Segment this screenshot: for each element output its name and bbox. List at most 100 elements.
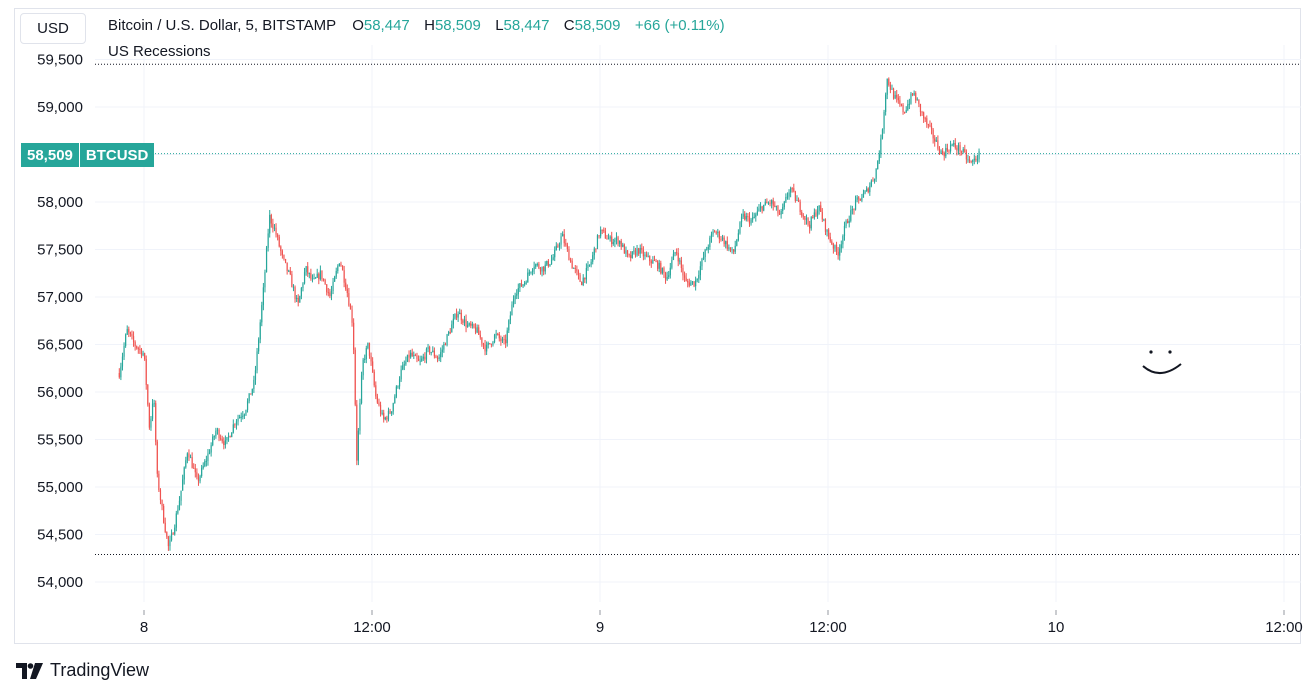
candle-body [194, 468, 196, 473]
candle-body [208, 452, 211, 454]
candle-body [546, 260, 548, 265]
candle-body [506, 330, 508, 344]
candle-body [443, 344, 445, 350]
candle-body [123, 345, 125, 357]
candle-body [785, 197, 787, 202]
candle-body [210, 445, 212, 453]
candle-body [940, 150, 942, 154]
candle-body [919, 103, 922, 113]
currency-button[interactable]: USD [20, 13, 86, 44]
candle-body [169, 540, 171, 547]
candle-body [869, 185, 871, 193]
candle-body [771, 200, 773, 204]
candle-body [291, 274, 293, 288]
candle-body [245, 410, 247, 415]
candle-body [861, 197, 863, 201]
candle-body [490, 343, 492, 345]
candle-body [945, 148, 947, 157]
candle-body [410, 352, 412, 358]
candle-body [837, 251, 839, 256]
tradingview-brand[interactable]: TradingView [16, 660, 149, 681]
candle-body [927, 124, 929, 126]
candle-body [552, 257, 554, 260]
candle-body [695, 280, 697, 287]
candle-body [481, 337, 483, 344]
candle-body [967, 159, 969, 161]
candle-body [544, 264, 546, 272]
candle-body [782, 207, 784, 212]
candle-body [617, 237, 619, 244]
candle-body [626, 250, 629, 255]
candle-body [216, 429, 219, 431]
candle-body [305, 266, 307, 273]
candle-body [148, 404, 150, 428]
candle-body [620, 240, 622, 247]
candle-body [394, 396, 396, 404]
candle-body [536, 263, 538, 265]
candle-body [905, 109, 907, 113]
open-value: 58,447 [363, 17, 410, 34]
candle-body [657, 261, 659, 269]
candle-body [535, 264, 537, 267]
candle-body [297, 297, 299, 303]
candle-body [175, 513, 177, 528]
candle-body [842, 236, 844, 245]
candle-body [688, 282, 690, 286]
candle-body [527, 272, 529, 283]
candle-body [767, 202, 770, 204]
candle-body [417, 358, 420, 361]
candle-body [476, 327, 478, 333]
candle-body [588, 264, 591, 266]
candle-body [346, 289, 348, 294]
candle-body [744, 213, 746, 220]
candle-body [596, 235, 599, 250]
candle-body [248, 393, 250, 402]
high-label: H [424, 17, 435, 34]
candle-body [307, 266, 309, 274]
candle-body [923, 112, 925, 119]
candle-body [668, 275, 670, 277]
candle-body [731, 249, 733, 251]
candle-body [482, 343, 485, 345]
candle-body [872, 180, 874, 182]
candle-body [953, 143, 955, 145]
y-tick-label: 54,000 [37, 574, 83, 591]
candle-body [150, 418, 152, 428]
candle-body [777, 206, 779, 214]
candle-body [720, 239, 722, 241]
x-tick-label: 10 [1048, 619, 1065, 636]
low-label: L [495, 17, 504, 34]
candle-body [212, 436, 214, 446]
candle-body [258, 339, 260, 352]
candle-body [712, 231, 714, 235]
candle-body [650, 261, 652, 264]
candle-body [930, 126, 933, 130]
y-tick-label: 55,500 [37, 432, 83, 449]
smiley-eye-right [1168, 350, 1172, 354]
candle-body [163, 505, 165, 523]
candle-body [406, 354, 409, 362]
candle-body [239, 416, 241, 419]
candle-body [949, 144, 952, 152]
candle-body [218, 429, 220, 439]
candle-body [748, 216, 751, 224]
candle-body [144, 352, 146, 359]
indicator-legend-us-recessions[interactable]: US Recessions [108, 43, 211, 60]
candle-body [299, 296, 301, 303]
candle-body [503, 338, 505, 340]
candle-body [866, 188, 868, 192]
candle-body [405, 361, 407, 365]
candle-body [661, 267, 663, 274]
candle-body [140, 349, 143, 356]
candle-body [679, 260, 681, 262]
candle-body [726, 241, 728, 249]
candle-body [435, 356, 437, 358]
candle-body [832, 244, 834, 249]
candle-body [752, 217, 754, 220]
candle-body [790, 188, 792, 193]
candle-body [273, 227, 276, 229]
candle-body [315, 277, 317, 279]
symbol-title[interactable]: Bitcoin / U.S. Dollar, 5, BITSTAMP [108, 17, 336, 34]
candle-body [397, 386, 399, 388]
